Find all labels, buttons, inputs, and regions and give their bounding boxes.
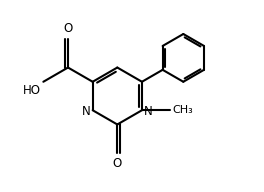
Text: CH₃: CH₃	[173, 105, 194, 115]
Text: HO: HO	[23, 84, 41, 97]
Text: O: O	[63, 22, 73, 35]
Text: O: O	[113, 157, 122, 170]
Text: N: N	[82, 105, 91, 118]
Text: N: N	[144, 105, 153, 118]
